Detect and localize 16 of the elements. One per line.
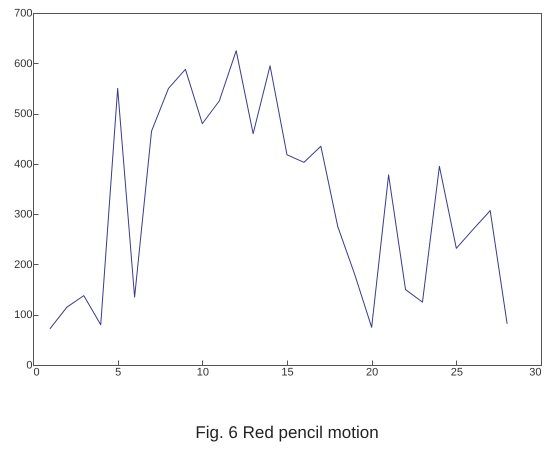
y-tick-label: 700 (14, 8, 32, 20)
y-tick-label: 600 (14, 58, 32, 70)
x-tick-label: 25 (450, 366, 463, 378)
x-tick-label: 0 (34, 366, 40, 378)
y-tick-label: 300 (14, 208, 32, 221)
text: Fig. 6 Red pencil motion (195, 423, 379, 442)
line-series (49, 50, 508, 330)
x-tick-label: 30 (529, 366, 542, 378)
y-tick-label: 200 (14, 258, 32, 271)
x-tick-label: 5 (115, 366, 122, 378)
y-tick-label: 100 (14, 309, 32, 322)
x-tick-label: 10 (196, 366, 209, 378)
x-tick-label: 20 (366, 366, 378, 378)
y-tick-label: 500 (14, 108, 32, 120)
x-tick-label: 15 (281, 366, 294, 378)
y-tick-label: 400 (14, 158, 32, 170)
